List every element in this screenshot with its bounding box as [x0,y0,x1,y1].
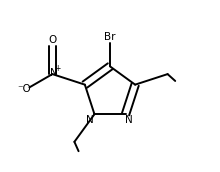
Text: +: + [54,64,61,73]
Text: N: N [50,68,58,78]
Text: N: N [125,115,132,125]
Text: O: O [48,35,57,46]
Text: ⁻O: ⁻O [17,84,31,94]
Text: N: N [86,115,94,125]
Text: Br: Br [104,32,116,42]
